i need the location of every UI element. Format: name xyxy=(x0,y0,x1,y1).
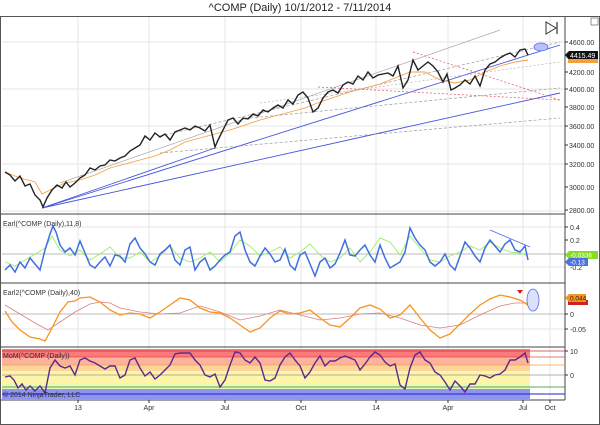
svg-text:4000.00: 4000.00 xyxy=(569,87,594,94)
svg-text:4600.00: 4600.00 xyxy=(569,40,594,47)
copyright-text: © 2014 NinjaTrader, LLC xyxy=(3,391,80,399)
svg-text:3800.00: 3800.00 xyxy=(569,105,594,112)
svg-text:4415.49: 4415.49 xyxy=(570,53,595,60)
earl-y-axis: 0.4 0.2 -0.2 -0.0336 -0.13 xyxy=(565,225,598,272)
earl2-value-badge: 0.044 xyxy=(565,294,588,305)
svg-text:0.2: 0.2 xyxy=(570,238,580,245)
svg-text:0.4: 0.4 xyxy=(570,225,580,232)
chart-title: ^COMP (Daily) 10/1/2012 - 7/11/2014 xyxy=(208,2,392,14)
earl2-marker-icon xyxy=(517,290,523,294)
svg-text:0: 0 xyxy=(570,373,574,380)
annotation-ellipse[interactable] xyxy=(533,42,549,52)
svg-text:10: 10 xyxy=(570,349,578,356)
earl-slow-badge: -0.0336 xyxy=(565,251,598,260)
svg-text:3600.00: 3600.00 xyxy=(569,124,594,131)
earl-fast-badge: -0.13 xyxy=(565,258,588,267)
earl-slow-line xyxy=(4,235,529,267)
mom-panel-label: MoM(^COMP (Daily)) xyxy=(3,353,70,360)
earl2-fast-line xyxy=(4,294,529,342)
mom-line xyxy=(4,351,529,395)
earl-panel-label: Earl(^COMP (Daily),11,8) xyxy=(3,221,81,228)
x-tick-label: Jul xyxy=(519,405,528,412)
svg-text:0: 0 xyxy=(570,312,574,319)
earl-fast-line xyxy=(4,224,529,279)
last-price-badge: 4415.49 xyxy=(565,51,598,63)
x-tick-label: 14 xyxy=(372,405,380,412)
annotation-ellipse[interactable] xyxy=(526,288,540,312)
x-tick-label: Jul xyxy=(221,405,230,412)
price-y-axis: 4600.00 4200.00 4000.00 3800.00 3600.00 … xyxy=(565,40,598,215)
x-axis: 13 Apr Jul Oct 14 Apr Jul Oct xyxy=(74,400,555,412)
x-tick-label: Apr xyxy=(144,405,156,412)
sma-line xyxy=(4,59,529,195)
x-tick-label: Oct xyxy=(545,405,556,412)
earl2-y-axis: 0.044 0 -0.05 xyxy=(565,294,588,334)
earl2-panel-label: Earl2(^COMP (Daily),40) xyxy=(3,290,80,297)
earl2-slow-line xyxy=(4,301,528,331)
svg-text:3400.00: 3400.00 xyxy=(569,143,594,150)
mom-y-axis: 10 0 xyxy=(565,349,578,380)
maximize-icon[interactable] xyxy=(590,17,599,26)
svg-text:-0.2: -0.2 xyxy=(570,265,582,272)
svg-text:4200.00: 4200.00 xyxy=(569,70,594,77)
svg-text:-0.05: -0.05 xyxy=(570,327,586,334)
svg-text:-0.0336: -0.0336 xyxy=(570,253,592,260)
mom-bands xyxy=(2,349,565,399)
svg-text:2800.00: 2800.00 xyxy=(569,208,594,215)
skip-to-end-icon[interactable] xyxy=(545,21,558,35)
x-tick-label: 13 xyxy=(74,405,82,412)
earl-divergence-line xyxy=(489,229,531,248)
x-tick-label: Oct xyxy=(296,405,307,412)
svg-text:3000.00: 3000.00 xyxy=(569,185,594,192)
price-line xyxy=(4,48,529,209)
svg-text:-0.13: -0.13 xyxy=(570,260,585,267)
svg-text:0.044: 0.044 xyxy=(570,296,587,303)
svg-text:3200.00: 3200.00 xyxy=(569,162,594,169)
x-tick-label: Apr xyxy=(443,405,455,412)
